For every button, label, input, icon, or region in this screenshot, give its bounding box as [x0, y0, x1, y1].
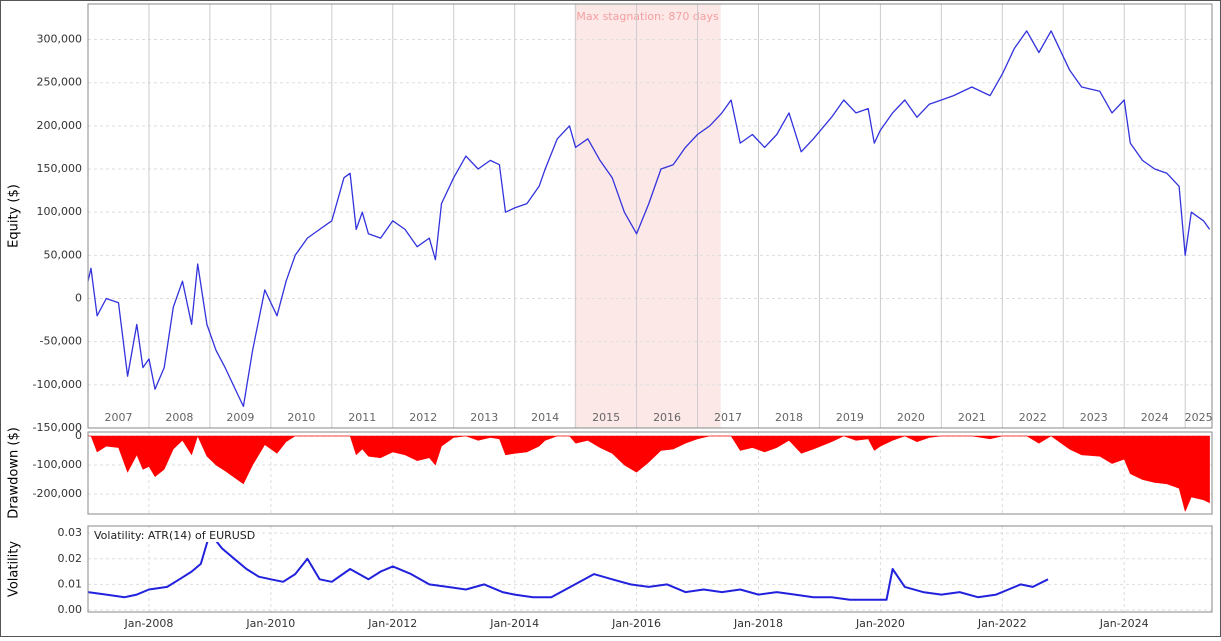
year-label: 2015	[592, 411, 620, 424]
year-label: 2021	[958, 411, 986, 424]
annotation-label: Max stagnation: 870 days	[576, 10, 719, 23]
year-label: 2013	[470, 411, 498, 424]
x-tick-label: Jan-2020	[855, 617, 905, 630]
y-tick-label: 200,000	[37, 119, 83, 132]
equity-line	[87, 30, 1211, 408]
year-label: 2012	[409, 411, 437, 424]
y-axis-label: Drawdown ($)	[7, 427, 22, 519]
y-tick-label: 50,000	[44, 248, 83, 261]
year-label: 2022	[1019, 411, 1047, 424]
y-tick-label: 0.00	[58, 603, 83, 616]
x-tick-label: Jan-2014	[489, 617, 539, 630]
y-tick-label: 0.01	[58, 577, 83, 590]
year-label: 2007	[104, 411, 132, 424]
y-tick-label: 0.03	[58, 526, 83, 539]
y-tick-label: 0	[75, 429, 82, 442]
x-tick-label: Jan-2016	[611, 617, 661, 630]
annotation-bg	[90, 528, 258, 542]
plot-frame	[87, 431, 1213, 515]
year-label: 2014	[531, 411, 559, 424]
y-tick-label: -100,000	[33, 378, 82, 391]
year-label: 2010	[287, 411, 315, 424]
x-tick-label: Jan-2008	[123, 617, 173, 630]
plot-frame	[87, 525, 1213, 613]
year-label: 2011	[348, 411, 376, 424]
year-label: 2008	[165, 411, 193, 424]
y-tick-label: 150,000	[37, 162, 83, 175]
y-tick-label: -150,000	[33, 421, 82, 434]
y-tick-label: -100,000	[33, 458, 82, 471]
year-label: 2020	[897, 411, 925, 424]
equity-line	[87, 532, 1049, 601]
y-tick-label: -200,000	[33, 487, 82, 500]
year-label: 2018	[775, 411, 803, 424]
x-tick-label: Jan-2022	[977, 617, 1027, 630]
year-label: 2019	[836, 411, 864, 424]
y-tick-label: 0	[75, 292, 82, 305]
year-label: 2023	[1080, 411, 1108, 424]
plot-frame	[87, 3, 1213, 429]
x-tick-label: Jan-2018	[733, 617, 783, 630]
year-label: 2016	[653, 411, 681, 424]
y-tick-label: 300,000	[37, 33, 83, 46]
year-label: 2009	[226, 411, 254, 424]
stagnation-region	[574, 4, 721, 428]
plot-area	[88, 526, 1212, 612]
year-label: 2017	[714, 411, 742, 424]
x-tick-label: Jan-2012	[367, 617, 417, 630]
year-label: 2025	[1185, 411, 1213, 424]
y-tick-label: 100,000	[37, 205, 83, 218]
annotation-label: Volatility: ATR(14) of EURUSD	[94, 529, 255, 542]
x-tick-label: Jan-2024	[1099, 617, 1149, 630]
y-axis-label: Equity ($)	[7, 184, 22, 248]
y-tick-label: -50,000	[40, 335, 82, 348]
drawdown-area	[88, 435, 1210, 513]
y-axis-label: Volatility	[7, 541, 22, 597]
y-tick-label: 0.02	[58, 552, 83, 565]
x-tick-label: Jan-2010	[245, 617, 295, 630]
year-label: 2024	[1141, 411, 1169, 424]
y-tick-label: 250,000	[37, 76, 83, 89]
